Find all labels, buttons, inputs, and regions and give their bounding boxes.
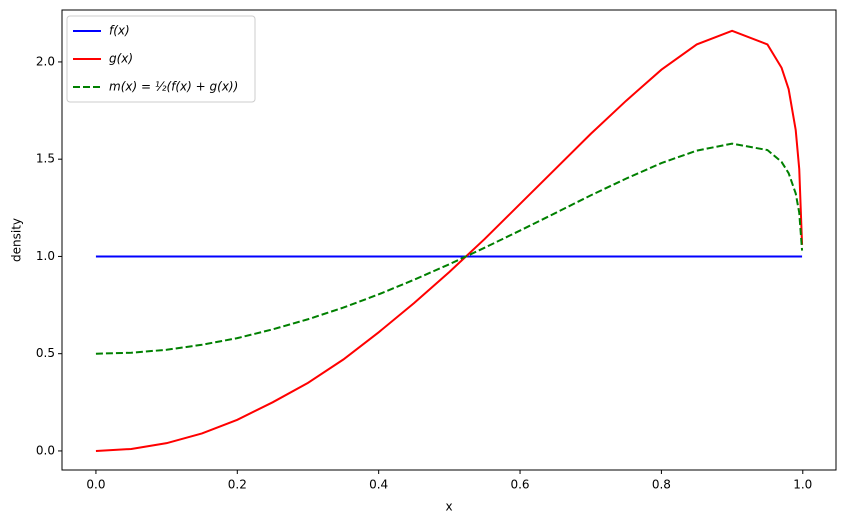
y-tick-label: 0.5: [36, 346, 55, 360]
y-tick-label: 0.0: [36, 443, 55, 457]
x-tick-label: 0.0: [86, 478, 105, 492]
y-tick-label: 2.0: [36, 54, 55, 68]
x-tick-label: 0.8: [652, 478, 671, 492]
legend-label: m(x) = ½(f(x) + g(x)): [109, 80, 238, 94]
legend-label: f(x): [109, 24, 130, 38]
y-tick-label: 1.5: [36, 152, 55, 166]
x-tick-label: 1.0: [793, 478, 812, 492]
series-line: [95, 29, 804, 452]
y-tick-label: 1.0: [36, 249, 55, 263]
x-axis-label: x: [445, 500, 452, 514]
series-line: [95, 142, 804, 355]
plot-frame: [61, 9, 837, 471]
y-axis-label: density: [10, 218, 24, 262]
x-tick-label: 0.4: [369, 478, 388, 492]
legend-label: g(x): [109, 52, 133, 66]
legend-box: [66, 15, 256, 103]
x-tick-label: 0.6: [510, 478, 529, 492]
x-tick-label: 0.2: [228, 478, 247, 492]
legend: f(x) g(x) m(x) = ½(f(x) + g(x)): [66, 15, 256, 103]
